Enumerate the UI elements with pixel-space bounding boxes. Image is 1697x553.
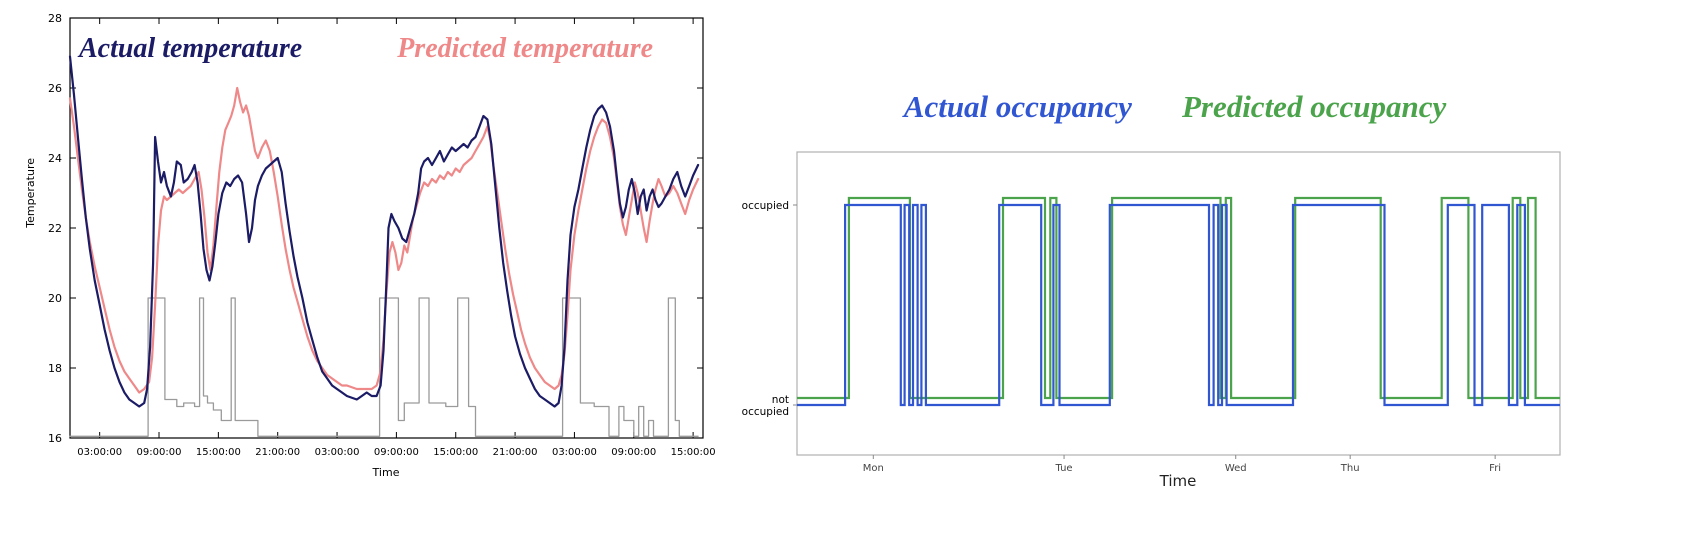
temperature-y-axis-label: Temperature <box>24 158 37 228</box>
x-tick-label: Tue <box>1055 463 1073 474</box>
temperature-chart: 16 18 20 22 24 26 28 03:00:00 09:00:00 15:00:00 21… <box>48 12 716 458</box>
plot-frame <box>796 151 1561 456</box>
occupancy-chart: occupied not occupied Mon Tue Wed Thu Fri <box>742 151 1561 474</box>
temperature-legend-predicted: Predicted temperature <box>397 33 654 64</box>
x-tick-label: 03:00:00 <box>315 447 360 458</box>
temperature-legend: Actual temperature Predicted temperature <box>30 33 702 65</box>
y-tick-label: 20 <box>48 292 62 305</box>
actual-temperature-line <box>68 55 700 408</box>
predicted-occupancy-step <box>797 196 1560 400</box>
occupancy-legend-predicted: Predicted occupancy <box>1181 89 1447 124</box>
y-tick-label: not occupied <box>742 394 789 418</box>
x-tick-label: 15:00:00 <box>671 447 716 458</box>
y-tick-label: 28 <box>48 12 62 25</box>
x-tick-label: 21:00:00 <box>493 447 538 458</box>
y-tick-label: occupied <box>742 200 789 212</box>
x-tick-label: Mon <box>863 463 884 474</box>
x-tick-label: Fri <box>1489 463 1501 474</box>
y-tick-label: 22 <box>48 222 62 235</box>
actual-occupancy-step <box>797 203 1560 407</box>
predicted-temperature-line <box>68 86 700 394</box>
occupancy-legend-actual: Actual occupancy <box>903 89 1132 124</box>
x-tick-label: 09:00:00 <box>611 447 656 458</box>
temperature-legend-actual: Actual temperature <box>78 33 303 64</box>
x-tick-label: 03:00:00 <box>77 447 122 458</box>
occupancy-legend: Actual occupancy Predicted occupancy <box>760 89 1590 124</box>
occupancy-x-axis-label: Time <box>1159 472 1197 490</box>
x-tick-label: Thu <box>1340 463 1360 474</box>
x-tick-label: 21:00:00 <box>255 447 300 458</box>
x-tick-label: 09:00:00 <box>137 447 182 458</box>
x-tick-label: 15:00:00 <box>196 447 241 458</box>
x-tick-label: Wed <box>1225 463 1247 474</box>
x-tick-label: 15:00:00 <box>433 447 478 458</box>
y-tick-label: 18 <box>48 362 62 375</box>
y-tick-label: 26 <box>48 82 62 95</box>
x-tick-label: 03:00:00 <box>552 447 597 458</box>
x-tick-label: 09:00:00 <box>374 447 419 458</box>
occupancy-signal-line <box>69 297 699 437</box>
y-tick-label: 24 <box>48 152 62 165</box>
y-tick-label: 16 <box>48 432 62 445</box>
temperature-x-axis-label: Time <box>372 466 400 479</box>
